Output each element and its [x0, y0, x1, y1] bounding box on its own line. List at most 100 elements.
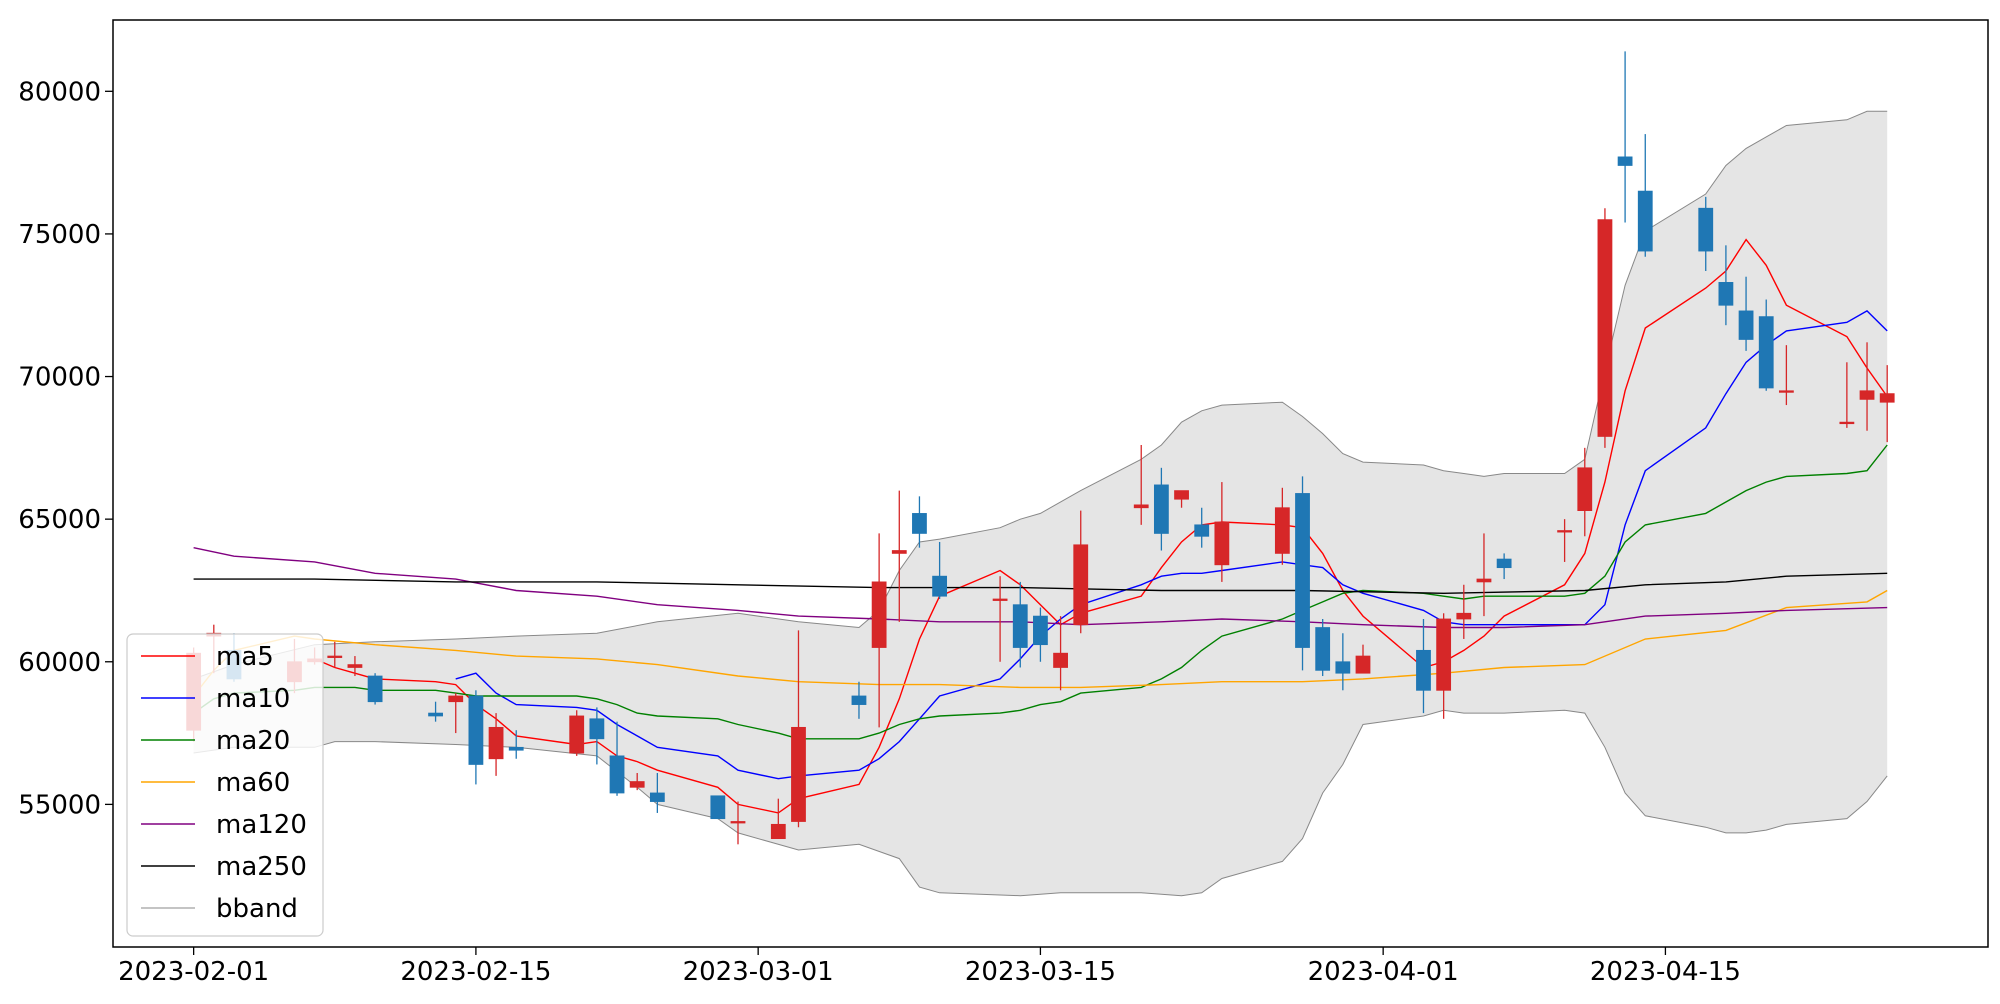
candle — [569, 710, 585, 756]
candle — [1718, 245, 1734, 326]
y-tick-label: 80000 — [18, 77, 101, 107]
candle-body — [347, 664, 363, 668]
candle — [448, 693, 464, 734]
candle — [932, 541, 948, 600]
candle-body — [912, 513, 927, 534]
candle — [609, 721, 625, 796]
candle-body — [569, 715, 585, 754]
candle-body — [1496, 558, 1512, 569]
candle-body — [649, 792, 665, 802]
y-tick-label: 75000 — [18, 220, 101, 250]
legend-label-ma120: ma120 — [216, 810, 307, 840]
candle — [367, 673, 383, 705]
x-tick-label: 2023-03-15 — [965, 957, 1116, 987]
candle — [1214, 482, 1230, 582]
candle — [1859, 342, 1875, 431]
candle — [1577, 447, 1593, 537]
legend-box — [126, 633, 324, 937]
candle — [1879, 365, 1895, 443]
candle — [649, 773, 665, 813]
series-line-ma20 — [193, 444, 1888, 740]
candle — [629, 773, 645, 791]
plot-frame — [112, 19, 1989, 948]
candle — [1698, 196, 1714, 272]
candle — [1456, 584, 1472, 639]
candle — [912, 496, 927, 548]
candle — [1053, 616, 1068, 691]
legend-label-ma10: ma10 — [216, 684, 290, 714]
candle — [871, 533, 887, 728]
series-line-ma60 — [193, 589, 1888, 697]
candle — [851, 681, 867, 719]
candle — [1557, 519, 1573, 562]
candle — [1476, 533, 1492, 617]
bband-fill — [193, 111, 1888, 896]
legend-label-bband: bband — [216, 894, 298, 924]
candle-body — [468, 695, 484, 765]
candle — [1174, 490, 1189, 508]
moving-average-layer — [193, 238, 1888, 814]
candle — [1133, 444, 1149, 525]
candle-body — [1456, 612, 1472, 620]
candle-body — [327, 655, 343, 658]
candle-body — [629, 781, 645, 788]
candle — [1033, 607, 1048, 662]
candle-body — [1879, 393, 1895, 403]
candle-body — [1295, 493, 1310, 648]
candle-body — [448, 695, 464, 703]
candle-body — [488, 726, 504, 760]
candle-body — [1758, 316, 1774, 389]
series-line-ma250 — [193, 572, 1888, 595]
candle — [1073, 510, 1089, 634]
candle — [1496, 553, 1512, 580]
candle-body — [1012, 604, 1028, 648]
x-tick-label: 2023-02-01 — [118, 957, 269, 987]
candle — [891, 490, 907, 622]
candle — [508, 730, 524, 759]
candle — [1839, 362, 1855, 428]
candle-body — [508, 746, 524, 751]
legend: ma5 ma10 ma20 ma60 ma120 ma250 bband — [126, 633, 324, 937]
candle — [770, 798, 786, 840]
candle — [1738, 276, 1754, 351]
candle — [992, 576, 1008, 662]
candle — [710, 795, 726, 820]
candle — [327, 641, 343, 668]
y-tick-label: 60000 — [18, 648, 101, 678]
candle-body — [1778, 390, 1794, 393]
candle — [730, 801, 746, 845]
candle-body — [1335, 661, 1351, 674]
x-tick-label: 2023-04-01 — [1308, 957, 1459, 987]
candle — [1012, 581, 1028, 668]
candle — [428, 701, 443, 722]
candle — [1617, 51, 1633, 223]
candle — [1194, 507, 1210, 548]
candle-body — [367, 675, 383, 703]
candle-body — [770, 823, 786, 840]
legend-label-ma5: ma5 — [216, 642, 274, 672]
legend-label-ma250: ma250 — [216, 852, 307, 882]
candle — [589, 707, 605, 765]
candle-body — [891, 550, 907, 554]
candle — [1295, 476, 1310, 671]
candle-body — [1436, 618, 1452, 691]
candle-body — [1194, 524, 1210, 537]
series-line-ma10 — [455, 310, 1888, 780]
x-axis: 2023-02-01 2023-02-15 2023-03-01 2023-03-15… — [118, 947, 1741, 987]
candle-body — [1476, 578, 1492, 583]
candle — [1436, 613, 1452, 719]
candle — [1335, 633, 1351, 691]
y-tick-label: 55000 — [18, 790, 101, 820]
candle — [1758, 299, 1774, 391]
candle-body — [1315, 627, 1331, 671]
candle-body — [791, 726, 806, 822]
candle-body — [428, 712, 443, 717]
candle-body — [932, 575, 948, 597]
candle — [1153, 467, 1169, 551]
candle-body — [1214, 521, 1230, 566]
candle — [1355, 644, 1371, 674]
y-axis: 55000 60000 65000 70000 75000 80000 — [18, 77, 113, 820]
candle-body — [589, 718, 605, 740]
